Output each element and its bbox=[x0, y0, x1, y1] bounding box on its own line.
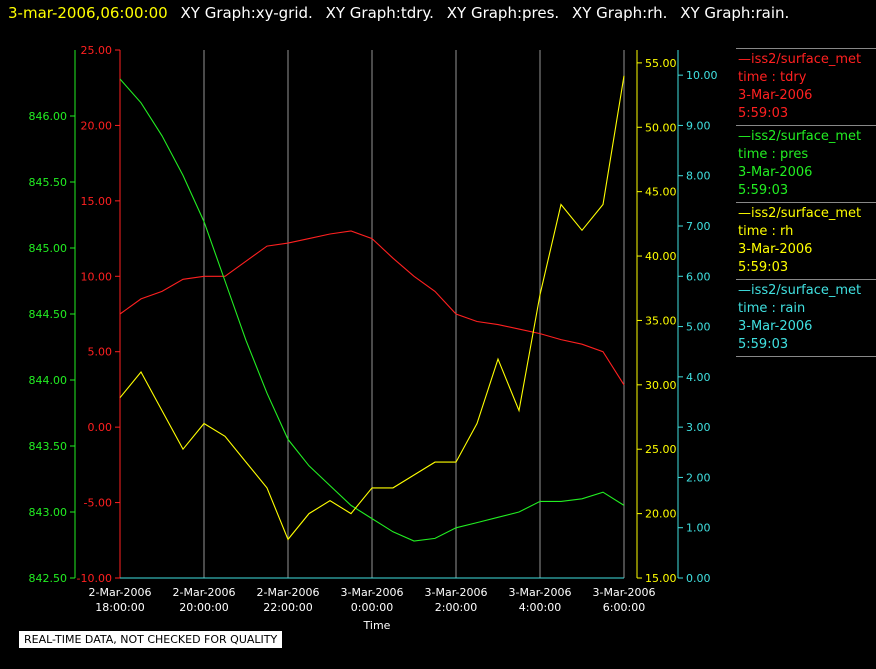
graph-name-rh: XY Graph:rh. bbox=[571, 4, 668, 22]
rh-tick-label: 45.00 bbox=[645, 186, 677, 199]
legend-entry-rh: —iss2/surface_met time : rh 3-Mar-2006 5… bbox=[736, 202, 876, 279]
rh-tick-label: 15.00 bbox=[645, 572, 677, 585]
pres-tick-label: 844.00 bbox=[29, 374, 68, 387]
x-tick-label: 22:00:00 bbox=[263, 601, 312, 614]
rain-tick-label: 7.00 bbox=[686, 220, 711, 233]
rh-tick-label: 40.00 bbox=[645, 250, 677, 263]
rh-tick-label: 35.00 bbox=[645, 314, 677, 327]
title-bar: 3-mar-2006,06:00:00 XY Graph:xy-grid. XY… bbox=[8, 4, 789, 22]
graph-name-xy-grid: XY Graph:xy-grid. bbox=[180, 4, 313, 22]
legend-time: 5:59:03 bbox=[738, 183, 789, 198]
x-tick-label: 6:00:00 bbox=[603, 601, 645, 614]
x-tick-label: 20:00:00 bbox=[179, 601, 228, 614]
x-tick-label: 3-Mar-2006 bbox=[593, 586, 656, 599]
x-axis-label: Time bbox=[363, 619, 391, 632]
rain-tick-label: 0.00 bbox=[686, 572, 711, 585]
legend-date: 3-Mar-2006 bbox=[738, 319, 813, 334]
pres-tick-label: 843.50 bbox=[29, 440, 68, 453]
legend-source: —iss2/surface_met bbox=[738, 52, 862, 67]
rain-tick-label: 6.00 bbox=[686, 270, 711, 283]
rain-tick-label: 9.00 bbox=[686, 119, 711, 132]
legend-field: time : pres bbox=[738, 147, 809, 162]
x-tick-label: 2-Mar-2006 bbox=[89, 586, 152, 599]
rain-tick-label: 2.00 bbox=[686, 471, 711, 484]
pres-tick-label: 844.50 bbox=[29, 308, 68, 321]
timestamp: 3-mar-2006,06:00:00 bbox=[8, 4, 168, 22]
x-tick-label: 18:00:00 bbox=[95, 601, 144, 614]
rh-tick-label: 25.00 bbox=[645, 443, 677, 456]
legend-date: 3-Mar-2006 bbox=[738, 165, 813, 180]
x-tick-label: 2-Mar-2006 bbox=[257, 586, 320, 599]
series-tdry bbox=[119, 230, 625, 386]
graph-name-pres: XY Graph:pres. bbox=[446, 4, 560, 22]
rain-tick-label: 1.00 bbox=[686, 522, 711, 535]
legend-source: —iss2/surface_met bbox=[738, 129, 862, 144]
legend-entry-rain: —iss2/surface_met time : rain 3-Mar-2006… bbox=[736, 279, 876, 357]
tdry-tick-label: 0.00 bbox=[88, 421, 113, 434]
legend-date: 3-Mar-2006 bbox=[738, 242, 813, 257]
quality-note: REAL-TIME DATA, NOT CHECKED FOR QUALITY bbox=[18, 630, 284, 649]
series-pres bbox=[119, 78, 625, 542]
tdry-tick-label: 5.00 bbox=[88, 346, 113, 359]
series-rh bbox=[119, 75, 625, 541]
legend-field: time : rh bbox=[738, 224, 794, 239]
rh-tick-label: 50.00 bbox=[645, 121, 677, 134]
legend-source: —iss2/surface_met bbox=[738, 283, 862, 298]
rain-tick-label: 3.00 bbox=[686, 421, 711, 434]
x-tick-label: 3-Mar-2006 bbox=[425, 586, 488, 599]
legend-source: —iss2/surface_met bbox=[738, 206, 862, 221]
tdry-tick-label: 10.00 bbox=[81, 270, 113, 283]
graph-name-tdry: XY Graph:tdry. bbox=[325, 4, 434, 22]
rh-tick-label: 20.00 bbox=[645, 508, 677, 521]
legend-entry-tdry: —iss2/surface_met time : tdry 3-Mar-2006… bbox=[736, 48, 876, 125]
rh-tick-label: 30.00 bbox=[645, 379, 677, 392]
legend-time: 5:59:03 bbox=[738, 337, 789, 352]
legend-entry-pres: —iss2/surface_met time : pres 3-Mar-2006… bbox=[736, 125, 876, 202]
x-tick-label: 2:00:00 bbox=[435, 601, 477, 614]
legend-field: time : rain bbox=[738, 301, 806, 316]
legend-date: 3-Mar-2006 bbox=[738, 88, 813, 103]
graph-name-rain: XY Graph:rain. bbox=[680, 4, 790, 22]
legend-field: time : tdry bbox=[738, 70, 807, 85]
pres-tick-label: 846.00 bbox=[29, 110, 68, 123]
rain-tick-label: 4.00 bbox=[686, 371, 711, 384]
rain-tick-label: 10.00 bbox=[686, 69, 718, 82]
legend-time: 5:59:03 bbox=[738, 106, 789, 121]
legend: —iss2/surface_met time : tdry 3-Mar-2006… bbox=[736, 48, 876, 357]
x-tick-label: 3-Mar-2006 bbox=[509, 586, 572, 599]
x-tick-label: 3-Mar-2006 bbox=[341, 586, 404, 599]
tdry-tick-label: 25.00 bbox=[81, 44, 113, 57]
pres-tick-label: 845.50 bbox=[29, 176, 68, 189]
tdry-tick-label: 15.00 bbox=[81, 195, 113, 208]
rh-tick-label: 55.00 bbox=[645, 57, 677, 70]
pres-tick-label: 843.00 bbox=[29, 506, 68, 519]
x-tick-label: 4:00:00 bbox=[519, 601, 561, 614]
tdry-tick-label: -5.00 bbox=[84, 497, 112, 510]
rain-tick-label: 5.00 bbox=[686, 321, 711, 334]
legend-time: 5:59:03 bbox=[738, 260, 789, 275]
pres-tick-label: 845.00 bbox=[29, 242, 68, 255]
x-tick-label: 2-Mar-2006 bbox=[173, 586, 236, 599]
tdry-tick-label: 20.00 bbox=[81, 119, 113, 132]
x-tick-label: 0:00:00 bbox=[351, 601, 393, 614]
rain-tick-label: 8.00 bbox=[686, 170, 711, 183]
tdry-tick-label: -10.00 bbox=[77, 572, 112, 585]
pres-tick-label: 842.50 bbox=[29, 572, 68, 585]
